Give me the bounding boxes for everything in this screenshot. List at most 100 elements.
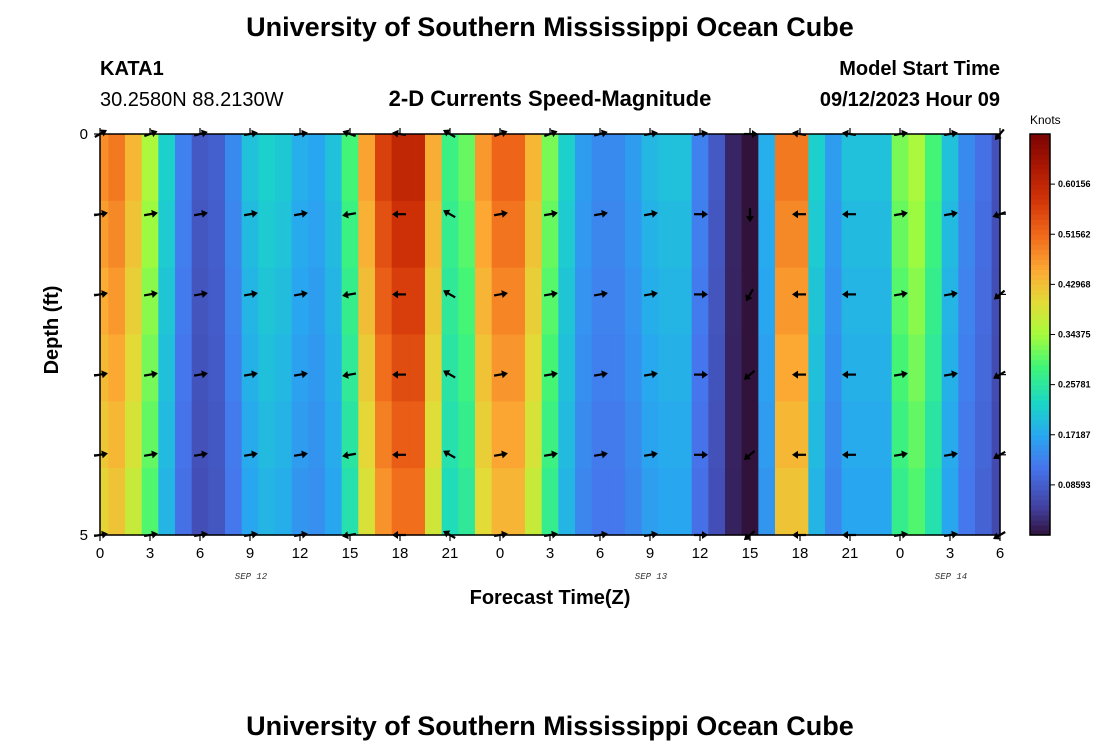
heatmap-cell [791,134,809,202]
model-start-label: Model Start Time [839,58,1000,80]
heatmap-cell [991,334,1001,402]
heatmap-cell [125,468,143,536]
heatmap-cell [625,267,643,336]
heatmap-cell [725,334,743,402]
heatmap-cell [508,401,526,469]
station-coords: 30.2580N 88.2130W [100,89,284,111]
heatmap-cell [208,134,226,202]
current-arrow [143,450,158,459]
heatmap-cell [391,401,409,469]
heatmap-cell [291,200,309,269]
x-tick-label: 12 [692,545,709,562]
heatmap-cell [108,401,126,469]
heatmap-cell [691,468,709,536]
heatmap-cell [875,267,893,336]
heatmap-cell [858,200,876,269]
current-arrow [694,290,708,299]
heatmap-cell [908,134,926,202]
heatmap-cell [975,267,993,336]
colorbar-segment [1030,514,1050,521]
heatmap-cell [908,468,926,536]
current-arrow [543,290,558,298]
colorbar-unit: Knots [1030,113,1061,127]
heatmap-cell [558,468,576,536]
heatmap-cell [741,134,759,202]
heatmap-cell [608,200,626,269]
heatmap-cell [208,468,226,536]
heatmap-cell [591,468,609,536]
heatmap-cell [100,134,109,202]
heatmap-cell [958,200,976,269]
colorbar: 0.08593 0.17187 0.25781 0.34375 0.42968 0.515… [1029,133,1091,536]
heatmap-cell [141,267,159,336]
colorbar-segment [1030,414,1050,421]
heatmap-cell [975,468,993,536]
heatmap-cell [591,267,609,336]
heatmap-cell [441,401,459,469]
heatmap-cell [991,401,1001,469]
x-axis-label: Forecast Time(Z) [470,587,631,609]
heatmap-cell [141,134,159,202]
heatmap-cell [875,134,893,202]
colorbar-segment [1030,274,1050,280]
heatmap-cell [475,200,493,269]
colorbar-segment [1030,464,1050,471]
heatmap-cell [408,468,426,536]
heatmap-cell [391,134,409,202]
heatmap-cell [825,468,843,536]
heatmap-cell [958,334,976,402]
x-tick-label: 15 [342,545,359,562]
heatmap-cell [741,267,759,336]
heatmap-cell [675,401,693,469]
colorbar-segment [1030,329,1050,336]
heatmap-cell [175,267,193,336]
heatmap-cell [141,200,159,269]
plot-title: 2-D Currents Speed-Magnitude [389,86,712,111]
colorbar-segment [1030,199,1050,205]
colorbar-segment [1030,149,1050,155]
colorbar-segment [1030,444,1050,451]
heatmap-cell [375,267,393,336]
colorbar-segment [1030,214,1050,220]
heatmap-cell [375,401,393,469]
current-arrow [993,289,1006,300]
heatmap-cell [108,134,126,202]
heatmap-cell [125,334,143,402]
heatmap-cell [125,401,143,469]
x-tick-label: 21 [842,545,859,562]
current-arrow [443,370,456,379]
heatmap-cell [425,267,443,336]
current-arrow [792,450,806,459]
colorbar-segment [1030,354,1050,361]
heatmap-cell [891,468,909,536]
heatmap-cell [858,468,876,536]
x-tick-label: 18 [792,545,809,562]
heatmap-cell [825,267,843,336]
heatmap-cell [575,267,593,336]
heatmap-cell [158,401,176,469]
heatmap-cell [308,468,326,536]
colorbar-segment [1030,504,1050,511]
heatmap-cell [658,334,676,402]
heatmap-cell [575,200,593,269]
heatmap-cell [191,200,209,269]
heatmap-cell [225,200,243,269]
colorbar-segment [1030,459,1050,466]
heatmap-cell [875,468,893,536]
colorbar-segment [1030,264,1050,270]
colorbar-segment [1030,374,1050,381]
footer-title: University of Southern Mississippi Ocean… [246,711,854,741]
heatmap-cell [725,468,743,536]
heatmap-cell [708,468,726,536]
colorbar-segment [1030,259,1050,265]
current-arrow [193,290,208,298]
heatmap-cell [958,401,976,469]
heatmap-cell [108,468,126,536]
heatmap-cell [591,401,609,469]
colorbar-segment [1030,349,1050,356]
colorbar-segment [1030,134,1050,140]
heatmap-cell [375,200,393,269]
heatmap-cell [458,468,476,536]
y-axis: 05 [80,126,1006,544]
current-arrow [392,450,406,459]
